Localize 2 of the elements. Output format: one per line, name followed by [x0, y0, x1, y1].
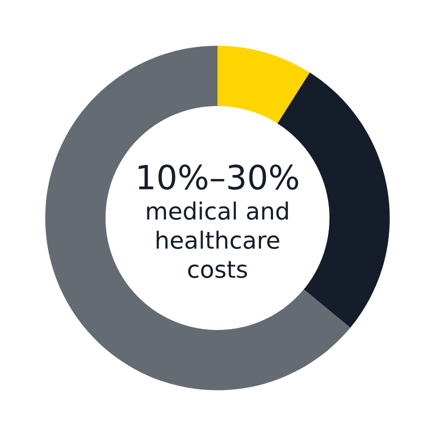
text: 10%–30%	[138, 164, 298, 190]
text: medical and healthcare costs	[147, 202, 288, 278]
